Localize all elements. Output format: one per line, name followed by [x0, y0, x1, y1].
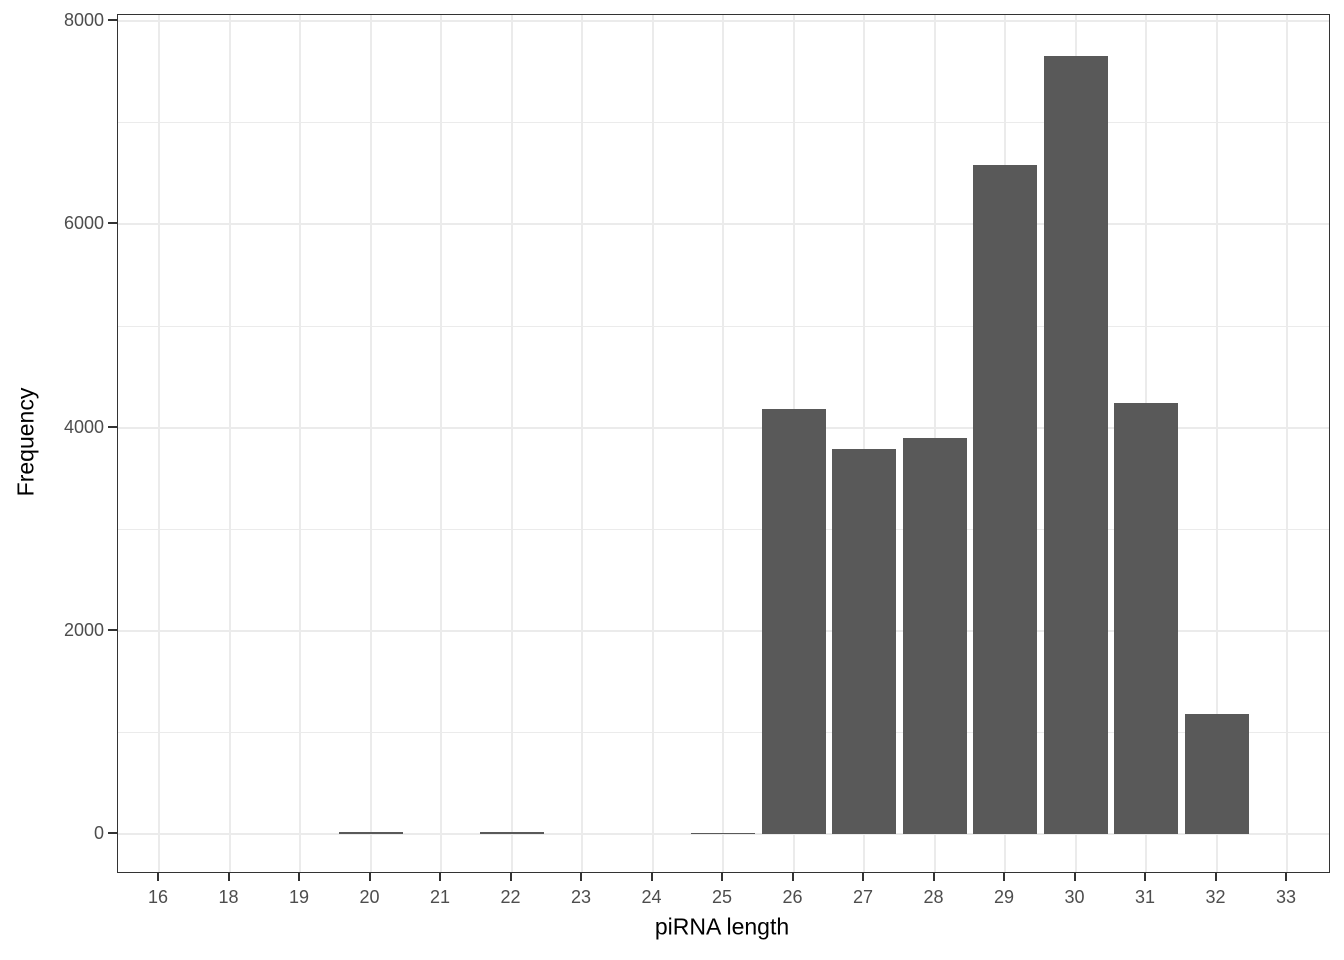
x-axis-title: piRNA length	[654, 913, 790, 940]
y-tick-label: 0	[93, 823, 104, 843]
x-tick-mark	[1073, 872, 1076, 881]
x-tick-label: 28	[923, 887, 944, 907]
x-major-gridline	[158, 15, 160, 872]
x-tick-mark	[1144, 872, 1146, 881]
x-tick-mark	[227, 872, 230, 881]
x-major-gridline	[228, 15, 231, 872]
y-tick-label: 4000	[63, 416, 104, 437]
histogram-bar	[761, 409, 826, 834]
x-tick-mark	[580, 872, 582, 881]
x-tick-label: 16	[147, 887, 169, 907]
x-major-gridline	[722, 15, 724, 872]
x-tick-label: 30	[1064, 887, 1085, 907]
y-tick-mark	[108, 832, 117, 834]
y-tick-mark	[108, 628, 117, 631]
x-tick-label: 27	[852, 887, 874, 907]
y-tick-label: 2000	[63, 619, 104, 640]
y-tick-mark	[108, 222, 117, 225]
x-tick-label: 22	[500, 887, 521, 907]
y-tick-mark	[108, 19, 117, 22]
x-major-gridline	[510, 15, 513, 872]
x-tick-mark	[932, 872, 935, 881]
x-major-gridline	[863, 15, 865, 872]
histogram-bar	[691, 832, 755, 834]
x-tick-mark	[439, 872, 441, 881]
x-major-gridline	[1215, 15, 1218, 872]
x-tick-mark	[1003, 872, 1005, 881]
x-tick-mark	[721, 872, 723, 881]
x-tick-label: 24	[641, 887, 662, 907]
y-tick-label: 6000	[63, 213, 104, 234]
y-tick-label: 8000	[63, 10, 104, 31]
histogram-bar	[338, 831, 403, 834]
histogram-bar	[832, 448, 896, 834]
x-tick-mark	[1214, 872, 1217, 881]
x-tick-mark	[650, 872, 653, 881]
x-tick-mark	[791, 872, 794, 881]
x-tick-label: 33	[1275, 887, 1297, 907]
x-tick-mark	[298, 872, 300, 881]
x-tick-label: 20	[359, 887, 380, 907]
plot-panel	[117, 14, 1330, 873]
y-axis-title: Frequency	[12, 387, 39, 497]
x-major-gridline	[369, 15, 372, 872]
histogram-bar	[1043, 55, 1108, 834]
x-major-gridline	[651, 15, 654, 872]
x-major-gridline	[1286, 15, 1288, 872]
histogram-bar	[973, 164, 1037, 834]
x-tick-label: 26	[782, 887, 803, 907]
histogram-bar	[479, 832, 544, 834]
x-tick-mark	[862, 872, 864, 881]
x-tick-label: 29	[993, 887, 1015, 907]
x-tick-label: 21	[429, 887, 451, 907]
x-tick-label: 19	[288, 887, 310, 907]
x-major-gridline	[581, 15, 583, 872]
x-tick-label: 31	[1134, 887, 1156, 907]
x-major-gridline	[440, 15, 442, 872]
x-tick-mark	[1285, 872, 1287, 881]
x-tick-mark	[509, 872, 512, 881]
x-tick-label: 18	[218, 887, 239, 907]
x-tick-label: 32	[1205, 887, 1226, 907]
x-tick-label: 25	[711, 887, 733, 907]
y-tick-mark	[108, 425, 117, 428]
x-tick-mark	[368, 872, 371, 881]
x-tick-label: 23	[570, 887, 592, 907]
x-tick-mark	[157, 872, 159, 881]
histogram-bar	[902, 437, 967, 834]
x-major-gridline	[299, 15, 301, 872]
histogram-bar	[1184, 714, 1249, 834]
histogram-bar	[1114, 403, 1178, 834]
